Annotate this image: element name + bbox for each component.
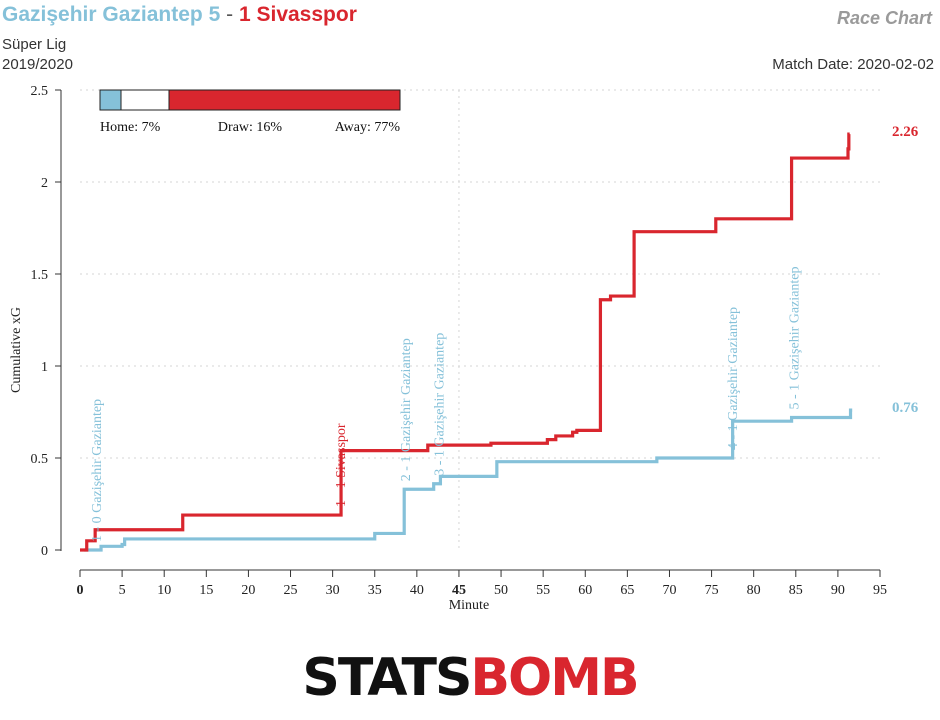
home-team-name: Gazişehir Gaziantep [2, 3, 203, 26]
away-team-name: Sivasspor [256, 3, 357, 26]
x-tick-label: 55 [536, 583, 550, 598]
logo-bomb-text: BOMB [470, 648, 639, 708]
x-tick-label: 90 [831, 583, 845, 598]
y-tick-label: 2 [41, 176, 48, 191]
away-final-xg-label: 2.26 [892, 124, 919, 140]
goal-label: 1 - 0 Gazişehir Gaziantep [90, 399, 105, 542]
y-tick-label: 0 [41, 544, 48, 559]
statsbomb-logo: STATSBOMB [0, 650, 940, 706]
away-probability-segment [168, 89, 401, 111]
win-probability-bar: Home: 7% Draw: 16% Away: 77% [99, 89, 401, 135]
goal-label: 2 - 1 Gazişehir Gaziantep [399, 338, 414, 481]
x-tick-label: 70 [662, 583, 676, 598]
x-tick-label: 65 [620, 583, 634, 598]
home-score: 5 [208, 3, 221, 26]
match-title: Gazişehir Gaziantep 5 - 1 Sivasspor [2, 3, 357, 27]
home-probability-segment [99, 89, 122, 111]
home-probability-label: Home: 7% [100, 120, 161, 135]
y-tick-label: 1 [41, 360, 48, 375]
away-probability-label: Away: 77% [335, 120, 401, 135]
x-tick-label: 80 [747, 583, 761, 598]
x-tick-label: 25 [284, 583, 298, 598]
y-axis-title: Cumulative xG [9, 307, 24, 393]
x-tick-label: 0 [77, 583, 84, 598]
x-tick-label: 35 [368, 583, 382, 598]
season-label: 2019/2020 [2, 56, 73, 73]
goal-label: 1 - 1 Sivasspor [334, 423, 349, 507]
grid [80, 89, 880, 550]
x-tick-label: 40 [410, 583, 424, 598]
x-axis-title: Minute [449, 598, 489, 613]
goal-label: 3 - 1 Gazişehir Gaziantep [433, 333, 448, 476]
axes: 0 0.5 1 1.5 2 2.5 Cumulative xG 0 5 10 15 20 25 30 35 4… [9, 84, 887, 613]
y-tick-label: 2.5 [31, 84, 49, 99]
x-tick-label: 45 [452, 583, 466, 598]
home-xg-line [84, 408, 853, 552]
x-tick-label: 85 [789, 583, 803, 598]
goal-label: 4 - 1 Gazişehir Gaziantep [726, 307, 741, 450]
draw-probability-label: Draw: 16% [218, 120, 282, 135]
y-tick-label: 1.5 [31, 268, 49, 283]
x-tick-label: 20 [241, 583, 255, 598]
goal-label: 5 - 1 Gazişehir Gaziantep [787, 266, 802, 409]
chart-type-label: Race Chart [836, 8, 932, 28]
x-tick-label: 15 [199, 583, 213, 598]
logo-stats-text: STATS [302, 648, 472, 708]
match-date: Match Date: 2020-02-02 [772, 56, 934, 73]
x-tick-label: 30 [326, 583, 340, 598]
home-final-xg-label: 0.76 [892, 400, 919, 416]
x-tick-label: 10 [157, 583, 171, 598]
race-chart: 0 0.5 1 1.5 2 2.5 Cumulative xG 0 5 10 15 20 25 30 35 4… [9, 84, 919, 613]
draw-probability-segment [120, 89, 170, 111]
away-xg-line [80, 132, 851, 552]
score-separator: - [226, 3, 234, 26]
y-tick-label: 0.5 [31, 452, 49, 467]
xg-lines: 0.76 2.26 [80, 124, 919, 552]
x-tick-label: 95 [873, 583, 887, 598]
x-tick-label: 75 [705, 583, 719, 598]
away-score: 1 [238, 3, 251, 26]
x-tick-label: 5 [119, 583, 126, 598]
x-tick-label: 60 [578, 583, 592, 598]
competition-name: Süper Lig [2, 36, 67, 53]
goal-annotations: 1 - 0 Gazişehir Gaziantep 1 - 1 Sivasspor… [90, 266, 802, 542]
x-tick-label: 50 [494, 583, 508, 598]
